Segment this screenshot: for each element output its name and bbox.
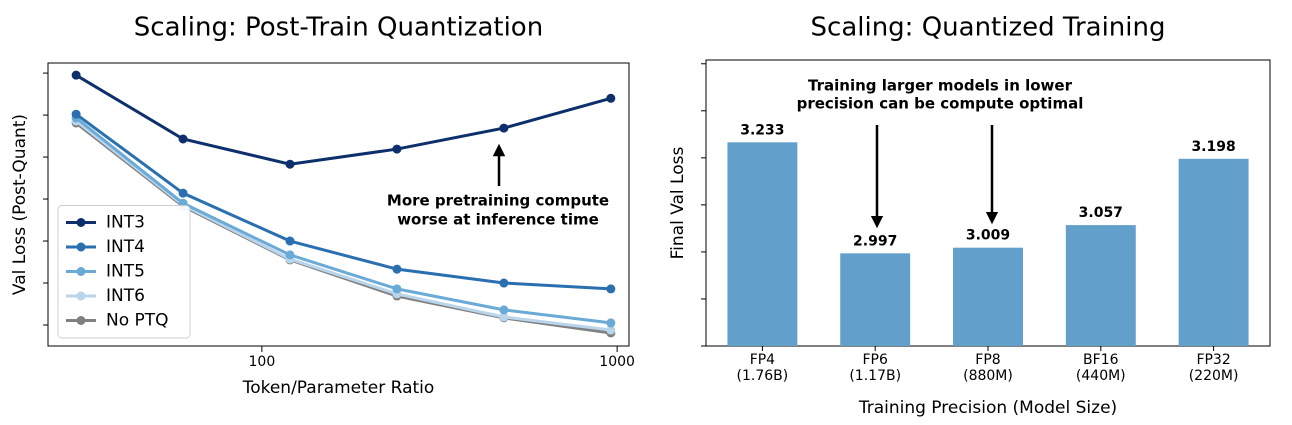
legend-marker — [76, 242, 86, 252]
legend-marker — [76, 267, 86, 276]
point — [606, 318, 616, 328]
x-tick-label: 1000 — [599, 354, 635, 370]
series-line — [75, 73, 612, 166]
point — [285, 250, 295, 260]
x-tick-label: BF16 — [1083, 352, 1119, 368]
x-axis-label: Token/Parameter Ratio — [242, 378, 435, 398]
x-tick-label: 100 — [249, 354, 276, 370]
x-tick-sublabel: (1.17B) — [849, 368, 901, 384]
x-tick-label: FP6 — [862, 352, 887, 368]
chart-title: Scaling: Quantized Training — [811, 13, 1166, 43]
legend-label: No PTQ — [106, 311, 169, 331]
x-tick-label: FP8 — [975, 352, 1000, 368]
x-tick-sublabel: (1.76B) — [737, 368, 789, 384]
point — [178, 134, 188, 144]
legend-marker — [76, 291, 86, 301]
point — [285, 236, 295, 246]
point — [71, 109, 81, 119]
point — [606, 93, 616, 103]
plot-frame — [47, 62, 630, 347]
point — [606, 284, 616, 294]
legend-label: INT5 — [106, 262, 145, 282]
point — [606, 325, 616, 335]
value-label: 3.233 — [740, 122, 784, 138]
legend-box — [57, 205, 191, 339]
annotation: precision can be compute optimal — [797, 95, 1084, 113]
legend-label: INT4 — [106, 237, 145, 257]
x-tick-sublabel: (220M) — [1189, 368, 1239, 384]
x-axis-label: Training Precision (Model Size) — [858, 398, 1117, 418]
legend-label: INT3 — [106, 213, 145, 233]
point — [392, 264, 402, 274]
value-label: 2.997 — [853, 233, 897, 249]
bar — [1065, 225, 1136, 346]
annotation: More pretraining compute — [387, 192, 609, 210]
point — [71, 70, 81, 80]
bar — [1178, 158, 1249, 346]
annotation: Training larger models in lower — [808, 77, 1073, 95]
value-label: 3.057 — [1079, 205, 1123, 221]
x-tick-sublabel: (440M) — [1076, 368, 1126, 384]
bar — [840, 253, 911, 346]
legend-marker — [76, 316, 86, 325]
point — [499, 123, 509, 133]
x-tick-label: FP4 — [750, 352, 775, 368]
chart-title: Scaling: Post-Train Quantization — [134, 13, 543, 43]
point — [392, 284, 402, 294]
point — [499, 305, 509, 315]
x-tick-label: FP32 — [1196, 352, 1230, 368]
y-axis-label: Val Loss (Post-Quant) — [10, 114, 30, 295]
series-line — [75, 113, 611, 291]
point — [178, 188, 188, 198]
bar — [727, 142, 798, 346]
y-axis-label: Final Val Loss — [668, 146, 688, 259]
point — [285, 159, 295, 169]
legend-label: INT6 — [106, 286, 145, 306]
point — [499, 312, 509, 322]
point — [499, 278, 509, 288]
series-line — [75, 116, 612, 325]
value-label: 3.009 — [966, 228, 1010, 244]
point — [392, 144, 402, 154]
x-tick-sublabel: (880M) — [963, 368, 1013, 384]
legend-marker — [76, 218, 86, 227]
bar — [953, 247, 1023, 346]
annotation: worse at inference time — [397, 211, 599, 229]
value-label: 3.198 — [1191, 139, 1235, 155]
